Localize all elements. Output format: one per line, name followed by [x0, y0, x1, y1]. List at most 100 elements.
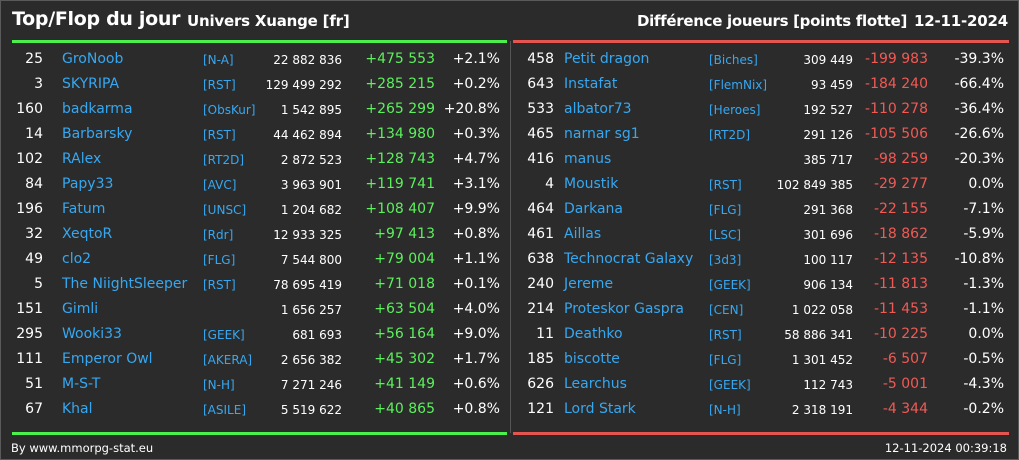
- player-name-link[interactable]: Papy33: [62, 176, 114, 192]
- player-score: 78 695 419: [273, 278, 342, 292]
- player-name-link[interactable]: Instafat: [564, 76, 618, 92]
- alliance-tag-link[interactable]: [FLG]: [709, 353, 742, 367]
- metric-label: Différence joueurs [points flotte]: [636, 12, 907, 30]
- score-difference: +79 004: [374, 251, 435, 267]
- player-name-link[interactable]: biscotte: [564, 351, 620, 367]
- player-name-link[interactable]: Barbarsky: [62, 126, 133, 142]
- alliance-tag-link[interactable]: [FLG]: [203, 253, 236, 267]
- top-row: 151 Gimli 1 656 257 +63 504 +4.0%: [1, 298, 510, 323]
- percent-change: +0.6%: [452, 376, 500, 392]
- alliance-tag-link[interactable]: [AVC]: [203, 178, 237, 192]
- player-rank: 295: [16, 326, 43, 342]
- top-row: 84 Papy33 [AVC] 3 963 901 +119 741 +3.1%: [1, 173, 510, 198]
- player-name-link[interactable]: badkarma: [62, 101, 133, 117]
- player-rank: 185: [527, 351, 554, 367]
- player-name-link[interactable]: Proteskor Gaspra: [564, 301, 684, 317]
- footer-credit: By www.mmorpg-stat.eu: [11, 441, 154, 455]
- alliance-tag-link[interactable]: [FLG]: [709, 203, 742, 217]
- alliance-tag-link[interactable]: [RST]: [203, 128, 236, 142]
- player-score: 681 693: [292, 328, 342, 342]
- player-name-link[interactable]: RAlex: [62, 151, 102, 167]
- player-score: 1 022 058: [791, 303, 853, 317]
- player-name-link[interactable]: manus: [564, 151, 612, 167]
- player-rank: 160: [16, 101, 43, 117]
- player-name-link[interactable]: M-S-T: [62, 376, 101, 392]
- player-name-link[interactable]: narnar sg1: [564, 126, 640, 142]
- player-name-link[interactable]: XeqtoR: [62, 226, 113, 242]
- percent-change: +0.8%: [452, 226, 500, 242]
- flop-row: 465 narnar sg1 [RT2D] 291 126 -105 506 -26.6%: [511, 123, 1019, 148]
- alliance-tag-link[interactable]: [UNSC]: [203, 203, 247, 217]
- alliance-tag-link[interactable]: [GEEK]: [709, 378, 751, 392]
- score-difference: -18 862: [873, 226, 928, 242]
- player-name-link[interactable]: clo2: [62, 251, 92, 267]
- alliance-tag-link[interactable]: [ASILE]: [203, 403, 246, 417]
- score-difference: +134 980: [365, 126, 435, 142]
- player-score: 1 656 257: [280, 303, 342, 317]
- top-row: 14 Barbarsky [RST] 44 462 894 +134 980 +0.3%: [1, 123, 510, 148]
- score-difference: -110 278: [865, 101, 928, 117]
- player-rank: 102: [16, 151, 43, 167]
- player-name-link[interactable]: Wooki33: [62, 326, 122, 342]
- player-name-link[interactable]: Learchus: [564, 376, 627, 392]
- player-name-link[interactable]: Fatum: [62, 201, 106, 217]
- player-name-link[interactable]: Khal: [62, 401, 93, 417]
- universe-label: Univers Xuange [fr]: [187, 12, 350, 30]
- top-row: 25 GroNoob [N-A] 22 882 836 +475 553 +2.1%: [1, 48, 510, 73]
- percent-change: -5.9%: [963, 226, 1004, 242]
- percent-change: 0.0%: [968, 176, 1004, 192]
- alliance-tag-link[interactable]: [N-H]: [203, 378, 235, 392]
- top-row: 196 Fatum [UNSC] 1 204 682 +108 407 +9.9%: [1, 198, 510, 223]
- player-score: 1 204 682: [280, 203, 342, 217]
- player-name-link[interactable]: Lord Stark: [564, 401, 636, 417]
- alliance-tag-link[interactable]: [RST]: [709, 178, 742, 192]
- alliance-tag-link[interactable]: [3d3]: [709, 253, 742, 267]
- alliance-tag-link[interactable]: [RT2D]: [203, 153, 245, 167]
- player-score: 7 544 800: [280, 253, 342, 267]
- player-rank: 196: [16, 201, 43, 217]
- alliance-tag-link[interactable]: [FlemNix]: [709, 78, 768, 92]
- player-name-link[interactable]: Jereme: [564, 276, 614, 292]
- player-name-link[interactable]: albator73: [564, 101, 632, 117]
- flop-row: 4 Moustik [RST] 102 849 385 -29 277 0.0%: [511, 173, 1019, 198]
- alliance-tag-link[interactable]: [RT2D]: [709, 128, 751, 142]
- player-name-link[interactable]: Petit dragon: [564, 51, 650, 67]
- player-name-link[interactable]: Darkana: [564, 201, 624, 217]
- alliance-tag-link[interactable]: [N-H]: [709, 403, 741, 417]
- flop-row: 185 biscotte [FLG] 1 301 452 -6 507 -0.5%: [511, 348, 1019, 373]
- player-rank: 458: [527, 51, 554, 67]
- alliance-tag-link[interactable]: [LSC]: [709, 228, 742, 242]
- player-name-link[interactable]: SKYRIPA: [62, 76, 120, 92]
- player-rank: 11: [536, 326, 554, 342]
- percent-change: 0.0%: [968, 326, 1004, 342]
- player-score: 2 872 523: [280, 153, 342, 167]
- percent-change: -7.1%: [963, 201, 1004, 217]
- alliance-tag-link[interactable]: [Rdr]: [203, 228, 234, 242]
- player-name-link[interactable]: Aillas: [564, 226, 602, 242]
- player-name-link[interactable]: Deathko: [564, 326, 623, 342]
- player-name-link[interactable]: Technocrat Galaxy: [564, 251, 694, 267]
- alliance-tag-link[interactable]: [RST]: [709, 328, 742, 342]
- alliance-tag-link[interactable]: [ObsKur]: [203, 103, 256, 117]
- percent-change: -0.2%: [963, 401, 1004, 417]
- alliance-tag-link[interactable]: [GEEK]: [203, 328, 245, 342]
- alliance-tag-link[interactable]: [N-A]: [203, 53, 234, 67]
- alliance-tag-link[interactable]: [Heroes]: [709, 103, 761, 117]
- player-name-link[interactable]: Emperor Owl: [62, 351, 153, 367]
- player-name-link[interactable]: The NiightSleeper: [62, 276, 188, 292]
- alliance-tag-link[interactable]: [CEN]: [709, 303, 744, 317]
- header-date: 12-11-2024: [914, 12, 1008, 30]
- alliance-tag-link[interactable]: [Biches]: [709, 53, 758, 67]
- player-name-link[interactable]: Gimli: [62, 301, 99, 317]
- alliance-tag-link[interactable]: [GEEK]: [709, 278, 751, 292]
- alliance-tag-link[interactable]: [AKERA]: [203, 353, 253, 367]
- player-score: 100 117: [803, 253, 853, 267]
- score-difference: +475 553: [365, 51, 435, 67]
- top-row: 51 M-S-T [N-H] 7 271 246 +41 149 +0.6%: [1, 373, 510, 398]
- player-name-link[interactable]: GroNoob: [62, 51, 124, 67]
- flop-row: 643 Instafat [FlemNix] 93 459 -184 240 -66.4%: [511, 73, 1019, 98]
- alliance-tag-link[interactable]: [RST]: [203, 278, 236, 292]
- player-rank: 121: [527, 401, 554, 417]
- player-name-link[interactable]: Moustik: [564, 176, 619, 192]
- alliance-tag-link[interactable]: [RST]: [203, 78, 236, 92]
